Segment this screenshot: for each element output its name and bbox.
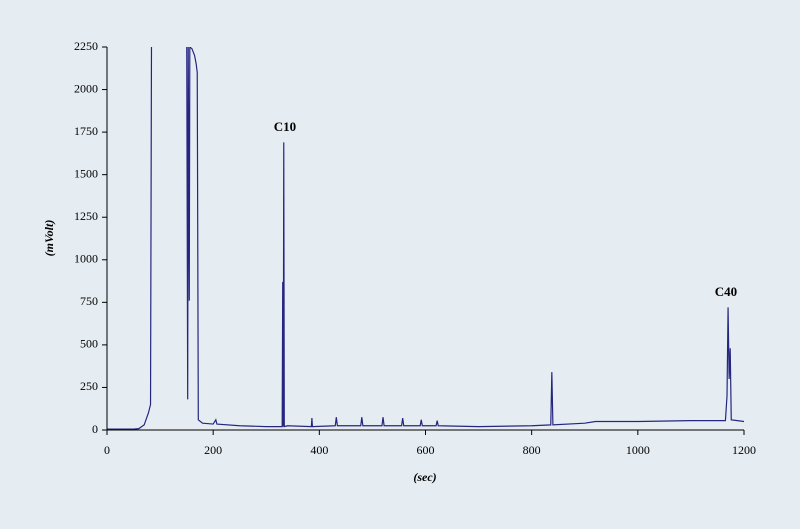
y-tick-label: 1750 bbox=[74, 124, 98, 138]
y-tick-label: 1000 bbox=[74, 252, 98, 266]
x-axis-title: (sec) bbox=[413, 470, 436, 484]
y-tick-label: 0 bbox=[92, 422, 98, 436]
x-tick-label: 400 bbox=[310, 443, 328, 457]
peak-annotation: C40 bbox=[715, 284, 737, 299]
x-tick-label: 1000 bbox=[626, 443, 650, 457]
y-tick-label: 1250 bbox=[74, 209, 98, 223]
signal-line bbox=[107, 47, 745, 430]
y-tick-label: 750 bbox=[80, 294, 98, 308]
peak-annotation: C10 bbox=[274, 119, 296, 134]
y-axis-title: (mVolt) bbox=[42, 220, 56, 257]
y-tick-label: 2000 bbox=[74, 81, 98, 95]
y-tick-label: 250 bbox=[80, 379, 98, 393]
y-tick-label: 1500 bbox=[74, 166, 98, 180]
y-tick-label: 2250 bbox=[74, 39, 98, 53]
x-tick-label: 800 bbox=[523, 443, 541, 457]
x-tick-label: 200 bbox=[204, 443, 222, 457]
y-tick-label: 500 bbox=[80, 337, 98, 351]
x-tick-label: 1200 bbox=[732, 443, 756, 457]
x-tick-label: 0 bbox=[104, 443, 110, 457]
x-tick-label: 600 bbox=[417, 443, 435, 457]
